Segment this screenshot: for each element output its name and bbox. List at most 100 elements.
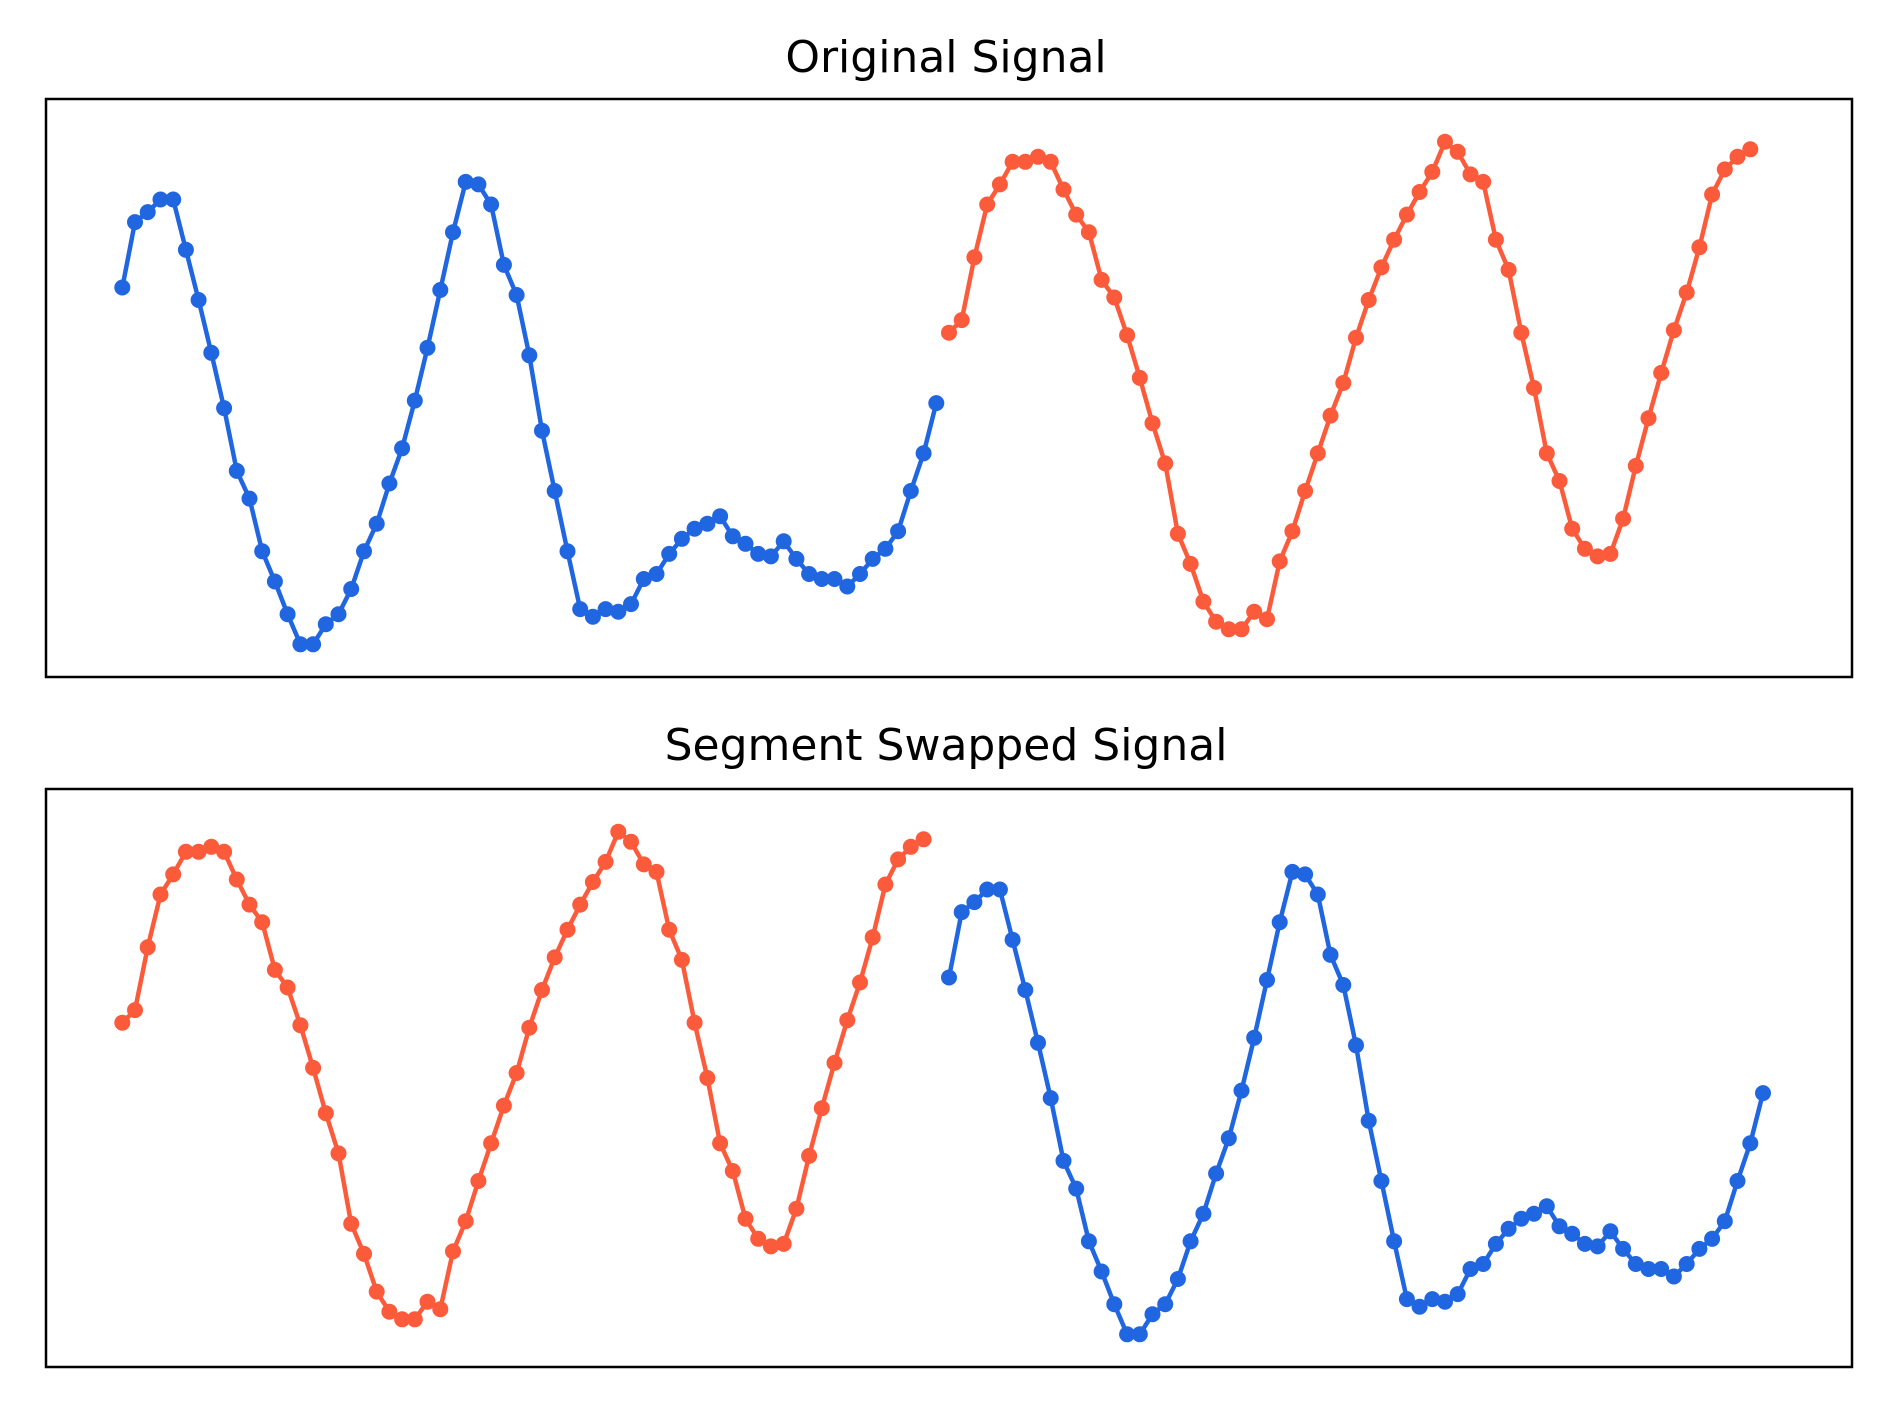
data-point xyxy=(1093,1263,1110,1280)
axes-frame xyxy=(44,97,1854,679)
data-point xyxy=(1322,946,1339,963)
data-point xyxy=(610,823,627,840)
data-point xyxy=(1500,261,1517,278)
data-point xyxy=(1475,1256,1492,1272)
data-point xyxy=(305,636,322,653)
data-point xyxy=(177,843,194,860)
data-point xyxy=(1195,1205,1212,1222)
data-point xyxy=(1742,1135,1759,1152)
data-point xyxy=(584,874,601,890)
data-point xyxy=(979,881,996,898)
data-point xyxy=(597,853,614,870)
data-point xyxy=(673,951,690,968)
data-point xyxy=(114,279,131,296)
data-point xyxy=(1704,186,1721,203)
data-point xyxy=(1437,133,1453,150)
data-point xyxy=(292,636,309,653)
data-point xyxy=(266,573,283,590)
series-segment xyxy=(114,173,945,653)
data-point xyxy=(1080,1233,1097,1250)
data-point xyxy=(737,535,754,552)
data-point xyxy=(1462,1261,1479,1277)
data-point xyxy=(1716,1213,1733,1230)
data-point xyxy=(1526,1205,1542,1222)
data-point xyxy=(1004,931,1021,948)
data-point xyxy=(1678,1256,1695,1272)
data-point xyxy=(1106,1296,1123,1313)
data-point xyxy=(1360,292,1377,308)
data-point xyxy=(546,949,563,966)
data-point xyxy=(1665,322,1682,339)
data-point xyxy=(1589,1238,1606,1255)
data-point xyxy=(712,1135,729,1152)
data-point xyxy=(394,440,411,457)
data-point xyxy=(1564,1225,1581,1242)
data-point xyxy=(890,851,907,868)
data-point xyxy=(979,196,996,213)
data-point xyxy=(1691,1240,1708,1257)
data-point xyxy=(801,1147,818,1164)
data-point xyxy=(241,490,258,507)
data-point xyxy=(1297,866,1314,883)
data-point xyxy=(1538,1198,1555,1215)
data-point xyxy=(852,566,868,582)
data-point xyxy=(1678,284,1695,301)
data-point xyxy=(953,904,970,921)
data-point xyxy=(165,866,182,883)
data-point xyxy=(1437,1293,1453,1310)
data-point xyxy=(1615,1240,1632,1257)
data-point xyxy=(228,462,245,479)
data-point xyxy=(190,843,207,860)
data-point xyxy=(1602,1223,1619,1240)
data-point xyxy=(1627,457,1644,474)
data-point xyxy=(1729,148,1746,165)
data-point xyxy=(1487,1235,1504,1252)
data-point xyxy=(801,566,818,582)
data-point xyxy=(1411,1298,1428,1315)
data-point xyxy=(623,596,639,613)
data-point xyxy=(1220,1130,1237,1147)
data-point xyxy=(1131,369,1148,386)
data-point xyxy=(1259,611,1275,628)
data-point xyxy=(1475,173,1492,190)
original-signal-panel: Original Signal xyxy=(44,32,1854,679)
data-point xyxy=(1169,525,1186,542)
plot-area xyxy=(114,823,1771,1343)
data-point xyxy=(584,608,601,625)
data-point xyxy=(127,214,143,231)
data-point xyxy=(228,871,245,888)
data-point xyxy=(1513,1210,1530,1227)
data-point xyxy=(241,896,258,913)
data-point xyxy=(1742,141,1759,158)
data-point xyxy=(203,344,220,361)
data-point xyxy=(635,571,652,587)
data-point xyxy=(953,312,970,329)
data-point xyxy=(1055,1152,1072,1169)
data-point xyxy=(1131,1326,1148,1343)
data-point xyxy=(941,969,957,986)
data-point xyxy=(813,1100,830,1117)
series-segment xyxy=(941,863,1771,1343)
data-point xyxy=(177,241,194,258)
chart-title: Segment Swapped Signal xyxy=(665,720,1228,771)
data-point xyxy=(1208,1165,1225,1182)
data-point xyxy=(597,601,614,618)
data-point xyxy=(1144,1306,1161,1323)
data-point xyxy=(673,530,690,547)
data-point xyxy=(915,445,932,462)
data-point xyxy=(1576,1235,1593,1252)
data-point xyxy=(203,838,220,855)
data-point xyxy=(1068,1180,1085,1197)
series-line xyxy=(946,139,1753,632)
data-point xyxy=(902,483,919,499)
data-point xyxy=(623,833,639,850)
data-point xyxy=(1004,153,1021,170)
data-point xyxy=(1233,621,1250,638)
data-point xyxy=(1513,324,1530,341)
data-point xyxy=(915,831,932,848)
data-point xyxy=(1564,520,1581,537)
data-point xyxy=(546,483,563,499)
data-point xyxy=(305,1059,322,1076)
data-point xyxy=(661,921,678,938)
